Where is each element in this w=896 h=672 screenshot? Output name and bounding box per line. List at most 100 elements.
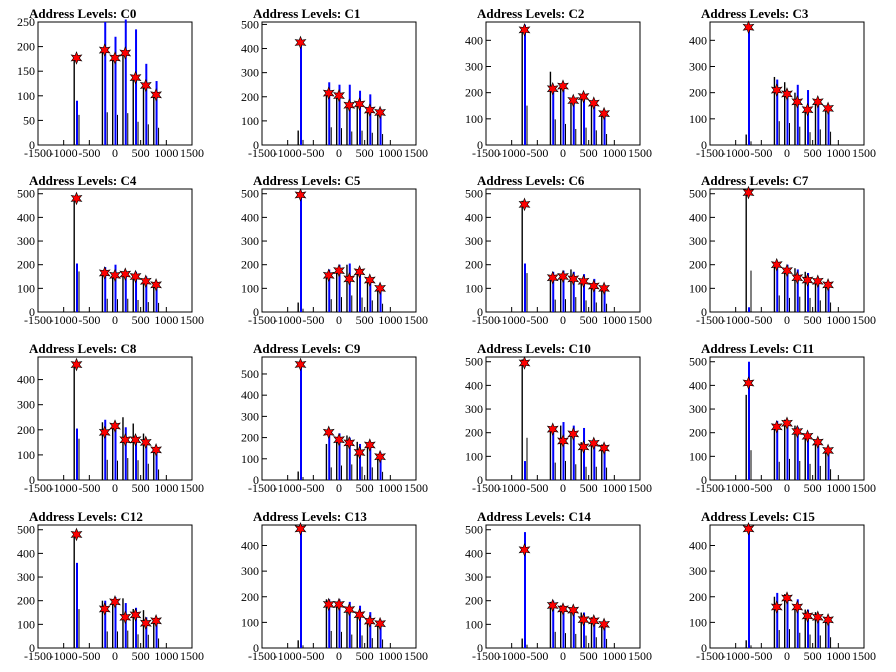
y-tick-label: 400 xyxy=(689,539,707,553)
black-hist-bar xyxy=(750,270,752,312)
peak-star-marker xyxy=(353,445,366,460)
y-tick-label: 0 xyxy=(701,305,707,319)
black-hist-bar xyxy=(601,288,603,312)
peak-star-marker xyxy=(109,268,121,283)
black-hist-bar xyxy=(580,612,582,648)
black-hist-bar xyxy=(73,536,75,648)
black-hist-bar xyxy=(799,460,801,480)
black-hist-bar xyxy=(147,124,149,145)
panel-title: Address Levels: C1 xyxy=(253,6,360,21)
x-tick-label: -1000 xyxy=(498,481,526,495)
x-tick-label: -1500 xyxy=(24,313,52,327)
peak-star-marker xyxy=(374,281,386,296)
blue-hist-bar xyxy=(552,429,555,480)
blue-hist-bar xyxy=(796,269,799,312)
black-hist-bar xyxy=(361,130,363,145)
black-hist-bar xyxy=(565,299,566,312)
y-tick-label: 100 xyxy=(17,617,35,631)
peak-star-marker xyxy=(139,274,152,289)
blue-hist-bar xyxy=(603,112,606,145)
black-hist-bar xyxy=(153,620,155,648)
blue-hist-bar xyxy=(145,439,148,480)
x-tick-label: -1500 xyxy=(472,313,500,327)
peak-star-marker xyxy=(343,436,356,450)
y-tick-label: 100 xyxy=(17,89,35,103)
peak-star-marker xyxy=(129,269,142,284)
black-hist-bar xyxy=(382,471,384,480)
y-tick-label: 0 xyxy=(701,473,707,487)
peak-star-marker xyxy=(791,94,804,109)
black-hist-bar xyxy=(137,460,139,480)
black-hist-bar xyxy=(346,435,348,480)
peak-star-marker xyxy=(98,266,111,280)
y-tick-label: 200 xyxy=(241,90,259,104)
peak-star-marker xyxy=(322,86,335,100)
panel-6: Address Levels: C60100200300400500-1500-… xyxy=(465,173,652,327)
x-tick-label: -1500 xyxy=(248,146,276,160)
black-hist-bar xyxy=(382,639,384,648)
black-hist-bar xyxy=(351,295,353,312)
x-tick-label: 500 xyxy=(804,649,822,663)
x-tick-label: 0 xyxy=(112,649,118,663)
black-hist-bar xyxy=(745,193,747,312)
peak-star-marker xyxy=(781,591,793,605)
y-tick-label: 100 xyxy=(241,114,259,128)
y-tick-label: 50 xyxy=(23,113,35,127)
blue-hist-bar xyxy=(748,24,750,146)
black-hist-bar xyxy=(794,425,796,480)
peak-star-marker xyxy=(811,610,824,625)
peak-star-marker xyxy=(150,87,162,102)
peak-star-marker xyxy=(150,443,162,457)
panel-title: Address Levels: C0 xyxy=(29,6,136,21)
panel-title: Address Levels: C11 xyxy=(701,341,814,356)
blue-hist-bar xyxy=(603,621,606,648)
black-hist-bar xyxy=(330,630,332,648)
blue-hist-bar xyxy=(155,283,158,312)
y-tick-label: 300 xyxy=(17,234,35,248)
y-tick-label: 0 xyxy=(701,138,707,152)
blue-hist-bar xyxy=(328,599,331,648)
black-hist-bar xyxy=(585,127,587,145)
peak-star-marker xyxy=(567,603,580,617)
y-tick-label: 200 xyxy=(17,594,35,608)
y-tick-label: 200 xyxy=(689,258,707,272)
peak-star-marker xyxy=(577,89,590,104)
black-hist-bar xyxy=(750,645,752,648)
peak-star-marker xyxy=(781,87,793,101)
y-tick-label: 0 xyxy=(477,138,483,152)
x-tick-label: -1500 xyxy=(24,146,52,160)
y-tick-label: 500 xyxy=(689,355,707,369)
black-hist-bar xyxy=(341,631,342,648)
x-tick-label: 1000 xyxy=(602,146,626,160)
x-tick-label: 1000 xyxy=(826,146,850,160)
y-tick-label: 300 xyxy=(465,570,483,584)
black-hist-bar xyxy=(78,609,80,648)
peak-star-marker xyxy=(518,23,531,37)
black-hist-bar xyxy=(101,600,104,648)
black-hist-bar xyxy=(804,108,806,145)
y-tick-label: 200 xyxy=(465,594,483,608)
blue-hist-bar xyxy=(583,95,586,145)
peak-star-marker xyxy=(801,273,814,287)
blue-hist-bar xyxy=(524,461,526,480)
black-hist-bar xyxy=(825,107,827,145)
black-hist-bar xyxy=(590,442,593,480)
blue-hist-bar xyxy=(748,526,750,648)
x-tick-label: 0 xyxy=(784,649,790,663)
black-hist-bar xyxy=(814,100,817,145)
peak-star-marker xyxy=(363,438,376,452)
x-tick-label: -500 xyxy=(750,146,772,160)
peak-star-marker xyxy=(343,98,356,113)
black-hist-bar xyxy=(804,271,806,312)
y-tick-label: 100 xyxy=(241,281,259,295)
blue-hist-bar xyxy=(379,619,382,648)
x-tick-label: 1000 xyxy=(378,649,402,663)
x-tick-label: -1000 xyxy=(50,146,78,160)
peak-star-marker xyxy=(374,449,386,464)
y-tick-label: 500 xyxy=(241,367,259,381)
blue-hist-bar xyxy=(369,94,372,145)
peak-star-marker xyxy=(70,357,83,372)
peak-star-marker xyxy=(119,433,132,447)
x-tick-label: 1500 xyxy=(628,146,652,160)
y-tick-label: 100 xyxy=(465,449,483,463)
